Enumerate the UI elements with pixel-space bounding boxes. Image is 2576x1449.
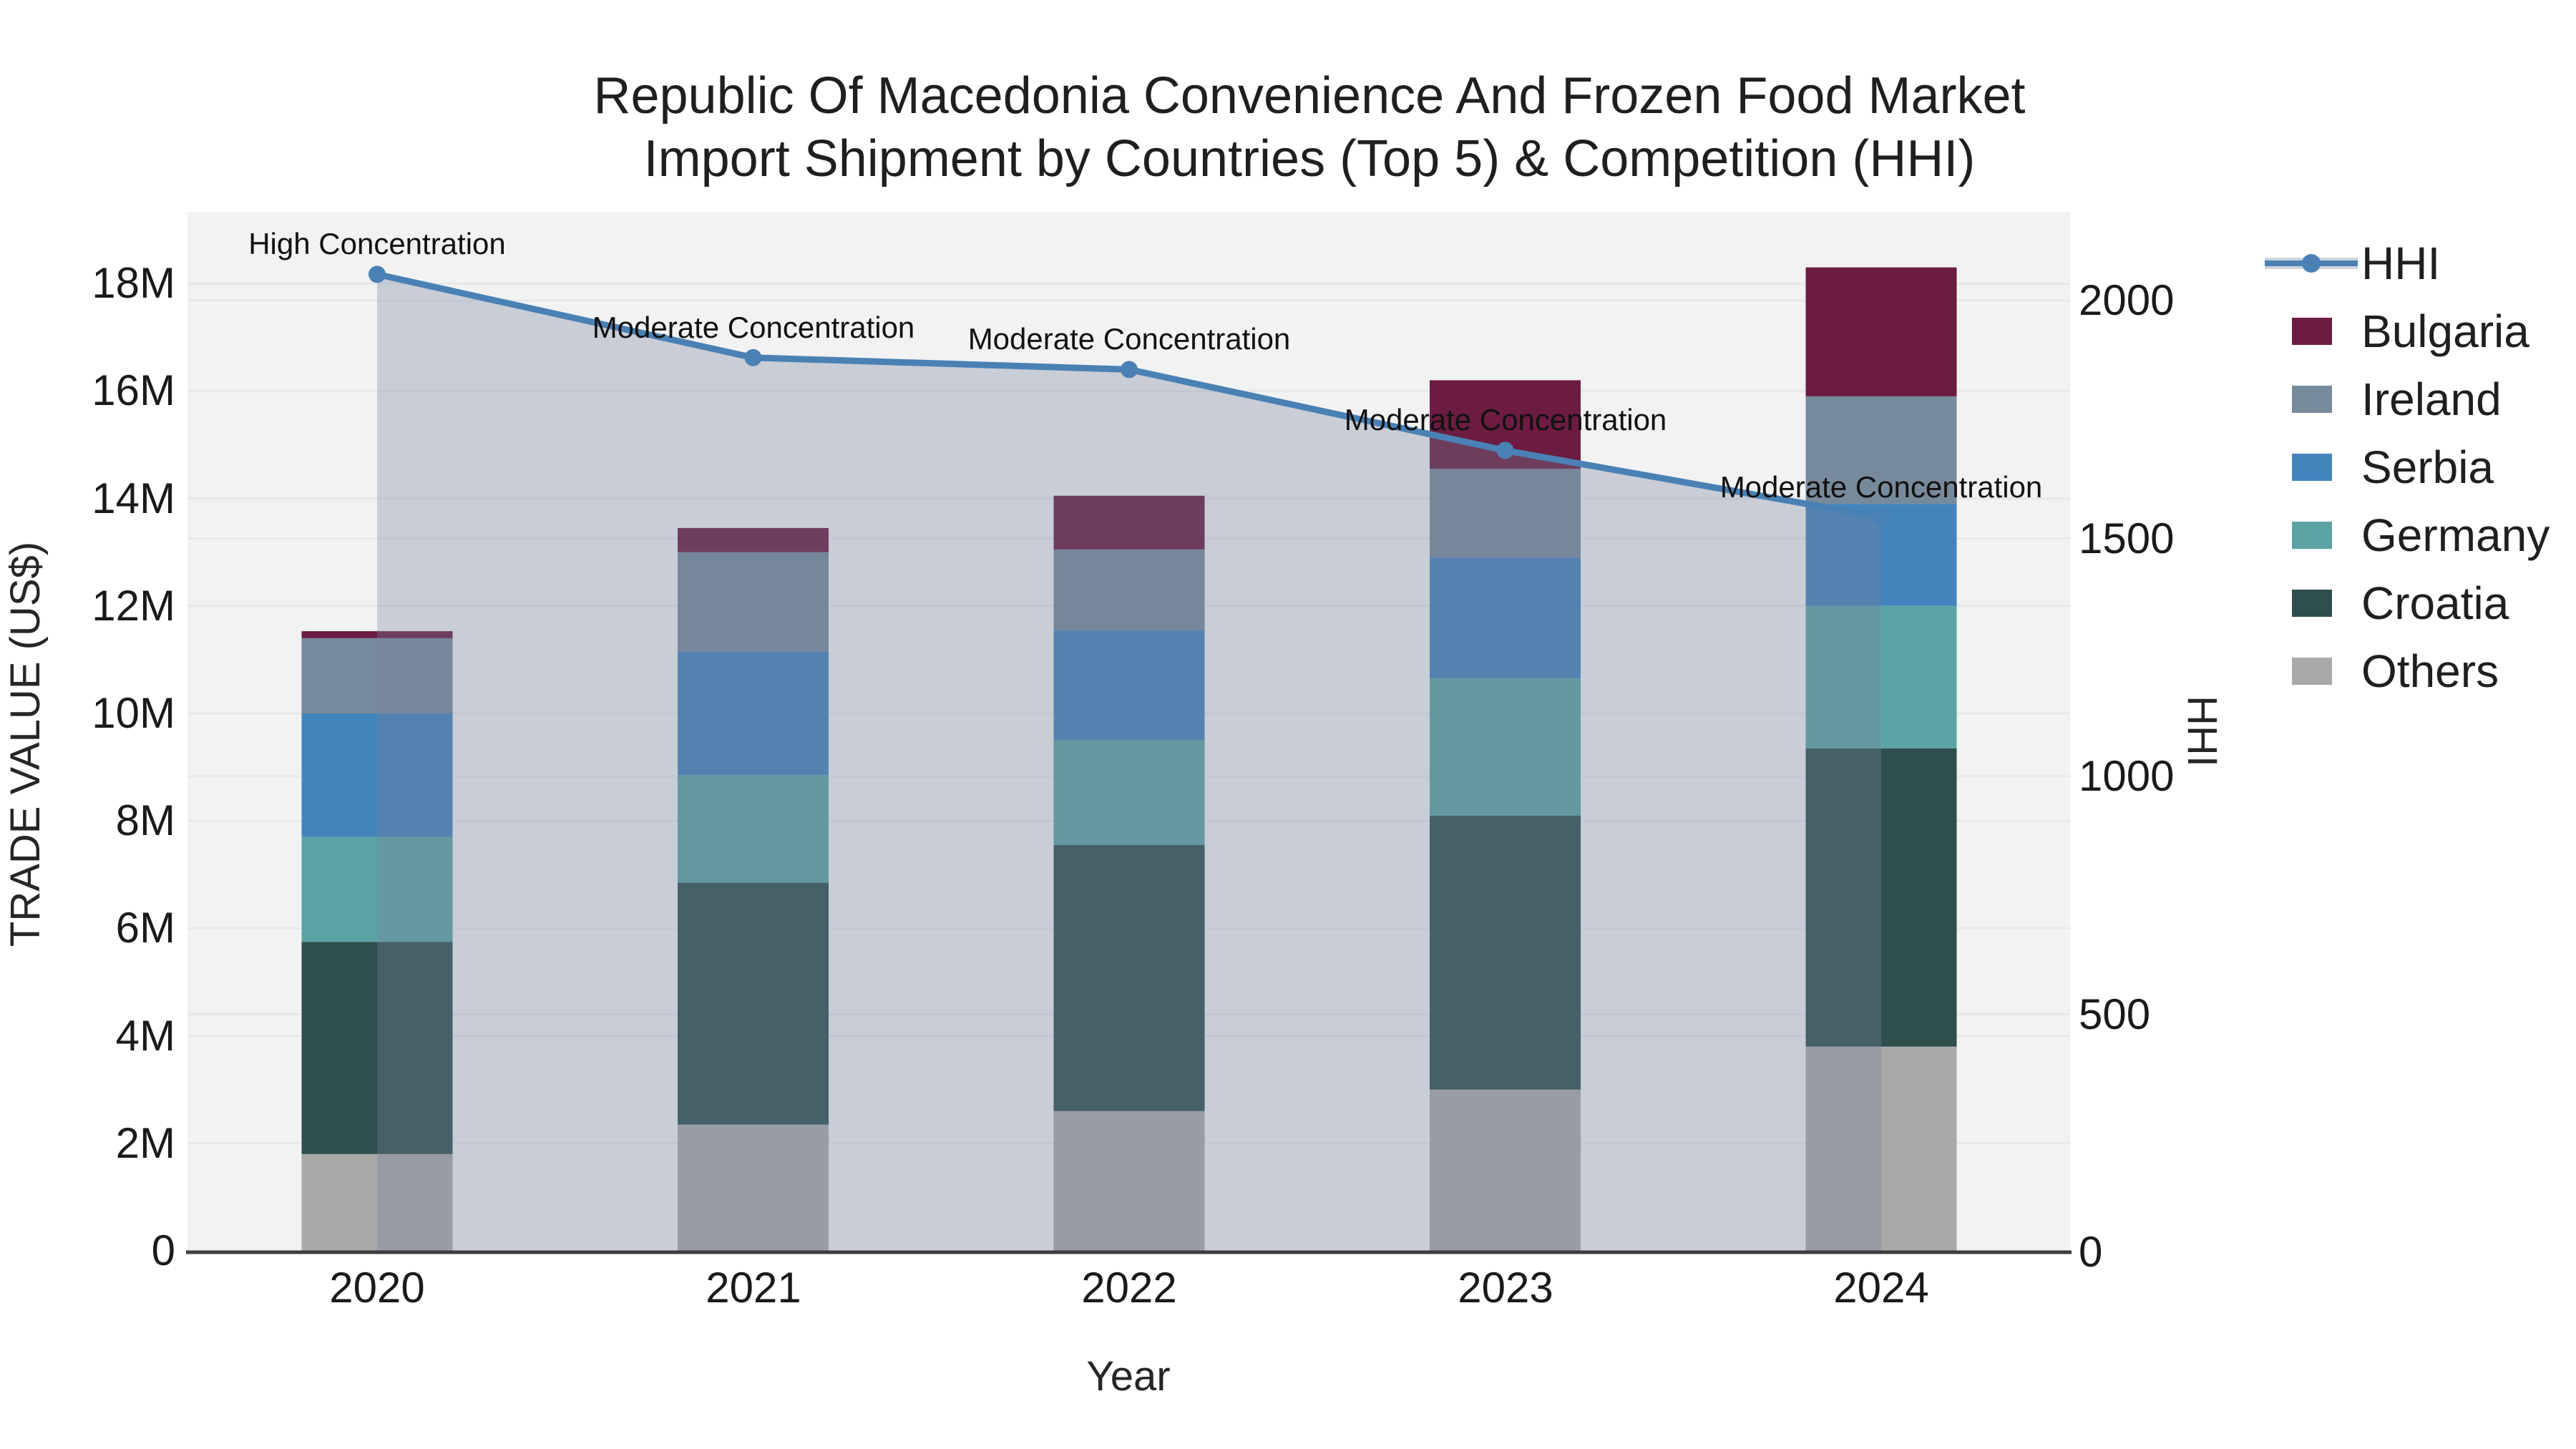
others-swatch-icon — [2265, 657, 2361, 685]
x-axis-title: Year — [1086, 1353, 1171, 1400]
bar-2024-croatia — [1805, 748, 1957, 1047]
bar-2021-bulgaria — [678, 527, 829, 552]
bar-2021-germany — [678, 775, 829, 883]
bar-2023-ireland — [1430, 469, 1581, 558]
hhi-line-icon — [2265, 242, 2361, 285]
legend-item-label: Bulgaria — [2361, 305, 2529, 357]
y-left-tick-10M: 10M — [92, 689, 175, 737]
legend-item-ireland[interactable]: Ireland — [2265, 365, 2572, 433]
legend-item-hhi[interactable]: HHI — [2265, 229, 2572, 297]
legend-item-serbia[interactable]: Serbia — [2265, 433, 2572, 501]
x-tick-2021: 2021 — [706, 1264, 801, 1312]
y-right-tick-2000: 2000 — [2079, 276, 2175, 324]
bar-2023-germany — [1430, 678, 1581, 816]
y-left-tick-2M: 2M — [115, 1119, 175, 1167]
hhi-marker-2022 — [1121, 361, 1138, 379]
bar-2023-serbia — [1430, 557, 1581, 679]
y-left-tick-8M: 8M — [115, 796, 175, 844]
y-right-tick-500: 500 — [2079, 990, 2151, 1038]
legend: HHI Bulgaria Ireland Serbia Germany Croatia Ot… — [2265, 229, 2572, 705]
y-right-tick-0: 0 — [2079, 1228, 2103, 1276]
y-left-tick-0: 0 — [151, 1226, 175, 1274]
hhi-area — [377, 274, 1881, 1252]
bar-2022-ireland — [1053, 549, 1205, 630]
annotation-2023: Moderate Concentration — [1344, 403, 1667, 436]
bar-2020-germany — [301, 836, 453, 942]
bar-2020-croatia — [301, 942, 453, 1154]
bar-2024-germany — [1805, 605, 1957, 748]
bar-2020-others — [301, 1153, 453, 1251]
bar-2021-serbia — [678, 651, 829, 776]
y-right-tick-1500: 1500 — [2079, 514, 2175, 562]
hhi-marker-2023 — [1496, 441, 1514, 459]
bar-2022-croatia — [1053, 845, 1205, 1111]
x-tick-2023: 2023 — [1458, 1264, 1553, 1312]
chart-title-line-1: Republic Of Macedonia Convenience And Fr… — [593, 67, 2026, 125]
annotation-2022: Moderate Concentration — [967, 322, 1291, 356]
bar-2020-bulgaria — [301, 631, 453, 638]
y-right-tick-1000: 1000 — [2079, 752, 2175, 800]
legend-item-label: Others — [2361, 645, 2499, 697]
bar-2021-croatia — [678, 882, 829, 1125]
y-left-tick-6M: 6M — [115, 904, 175, 952]
hhi-marker-2020 — [369, 265, 386, 283]
y-left-tick-4M: 4M — [115, 1012, 175, 1060]
bar-2022-bulgaria — [1053, 495, 1205, 550]
bar-2022-serbia — [1053, 630, 1205, 741]
hhi-marker-2024 — [1873, 508, 1890, 526]
bar-2024-ireland — [1805, 396, 1957, 504]
croatia-swatch-icon — [2265, 589, 2361, 617]
chart-title-line-2: Import Shipment by Countries (Top 5) & C… — [643, 130, 1976, 187]
bar-2020-serbia — [301, 713, 453, 837]
germany-swatch-icon — [2265, 521, 2361, 549]
y-left-tick-12M: 12M — [92, 582, 175, 630]
bar-2020-ireland — [301, 638, 453, 713]
legend-item-label: Serbia — [2361, 441, 2494, 493]
bar-2022-germany — [1053, 740, 1205, 845]
x-tick-2022: 2022 — [1081, 1264, 1177, 1312]
serbia-swatch-icon — [2265, 453, 2361, 481]
legend-item-label: Ireland — [2361, 373, 2502, 425]
y-left-tick-14M: 14M — [92, 474, 175, 522]
ireland-swatch-icon — [2265, 385, 2361, 413]
legend-item-others[interactable]: Others — [2265, 637, 2572, 705]
annotation-2020: High Concentration — [248, 227, 506, 260]
bar-2021-ireland — [678, 552, 829, 652]
x-tick-2024: 2024 — [1833, 1264, 1929, 1312]
y-left-tick-16M: 16M — [92, 366, 175, 414]
bar-2024-bulgaria — [1805, 267, 1957, 396]
legend-item-croatia[interactable]: Croatia — [2265, 569, 2572, 637]
legend-item-bulgaria[interactable]: Bulgaria — [2265, 297, 2572, 365]
bar-2021-others — [678, 1124, 829, 1251]
hhi-marker-2021 — [744, 348, 762, 366]
annotation-2024: Moderate Concentration — [1719, 470, 2043, 504]
bar-2024-others — [1805, 1046, 1957, 1251]
legend-item-label: Germany — [2361, 509, 2550, 561]
legend-item-label: HHI — [2361, 237, 2441, 289]
y-left-tick-18M: 18M — [92, 259, 175, 307]
bulgaria-swatch-icon — [2265, 317, 2361, 345]
legend-item-germany[interactable]: Germany — [2265, 501, 2572, 569]
legend-item-label: Croatia — [2361, 577, 2509, 629]
bar-2022-others — [1053, 1111, 1205, 1251]
bar-2023-others — [1430, 1089, 1581, 1251]
bar-2023-croatia — [1430, 815, 1581, 1090]
x-tick-2020: 2020 — [329, 1264, 425, 1312]
annotation-2021: Moderate Concentration — [592, 311, 915, 344]
